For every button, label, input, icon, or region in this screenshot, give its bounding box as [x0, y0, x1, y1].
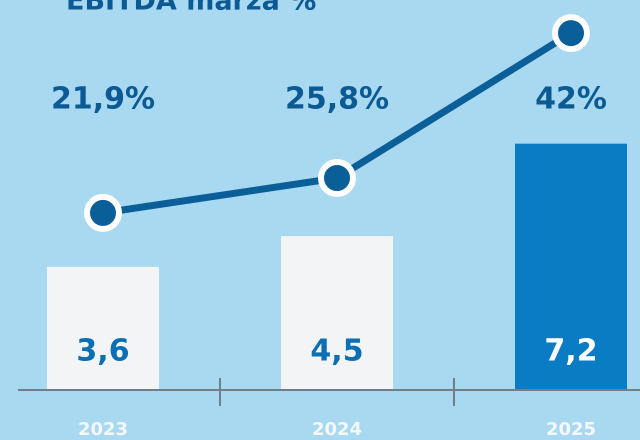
- bar: [515, 143, 627, 390]
- chart-title: EBITDA marža %: [66, 0, 316, 17]
- x-tick-label: 2024: [312, 419, 362, 440]
- bar-value-label: 3,6: [76, 334, 129, 369]
- line-marker: [552, 14, 590, 53]
- line-marker: [318, 159, 356, 198]
- bar: [281, 236, 393, 390]
- bar-value-label: 4,5: [310, 334, 363, 369]
- bar: [47, 266, 159, 390]
- line-value-label: 25,8%: [285, 82, 389, 117]
- line-value-label: 42%: [535, 82, 607, 117]
- line-value-label: 21,9%: [51, 82, 155, 117]
- x-tick-label: 2023: [78, 419, 128, 440]
- line-marker: [84, 193, 122, 232]
- bar-value-label: 7,2: [544, 334, 597, 369]
- x-tick-label: 2025: [546, 419, 596, 440]
